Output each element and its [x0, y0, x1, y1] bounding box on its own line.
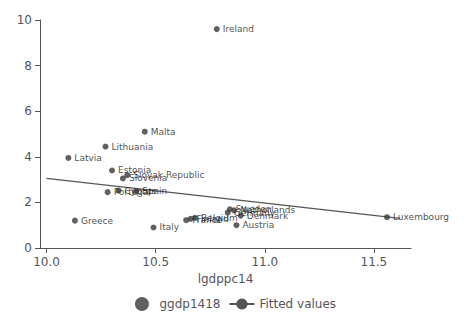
- svg-text:4: 4: [24, 150, 32, 164]
- svg-text:Fitted values: Fitted values: [259, 297, 336, 311]
- svg-text:Spain: Spain: [142, 186, 167, 196]
- svg-text:11.0: 11.0: [251, 255, 278, 269]
- svg-text:2: 2: [24, 195, 32, 209]
- svg-text:6: 6: [24, 104, 32, 118]
- svg-text:8: 8: [24, 59, 32, 73]
- svg-text:Latvia: Latvia: [74, 153, 101, 163]
- svg-text:Malta: Malta: [151, 127, 176, 137]
- svg-text:11.5: 11.5: [361, 255, 388, 269]
- svg-text:10.0: 10.0: [33, 255, 60, 269]
- svg-text:Ireland: Ireland: [223, 24, 254, 34]
- svg-text:Greece: Greece: [81, 216, 113, 226]
- svg-text:Austria: Austria: [242, 220, 274, 230]
- svg-text:Sweden: Sweden: [236, 204, 272, 214]
- svg-text:10.5: 10.5: [142, 255, 169, 269]
- svg-text:Slovenia: Slovenia: [129, 173, 167, 183]
- svg-text:Cyprus: Cyprus: [124, 185, 156, 196]
- svg-text:ggdp1418: ggdp1418: [159, 297, 220, 311]
- svg-text:Slovak Republic: Slovak Republic: [133, 170, 205, 180]
- svg-text:Denmark: Denmark: [246, 210, 289, 221]
- svg-text:Lithuania: Lithuania: [111, 142, 153, 152]
- svg-text:Luxembourg: Luxembourg: [393, 212, 449, 222]
- svg-text:lgdppc14: lgdppc14: [198, 272, 254, 286]
- svg-text:Belgium: Belgium: [201, 213, 238, 223]
- svg-text:0: 0: [24, 241, 32, 255]
- svg-text:10: 10: [17, 13, 32, 27]
- svg-text:Italy: Italy: [159, 222, 179, 232]
